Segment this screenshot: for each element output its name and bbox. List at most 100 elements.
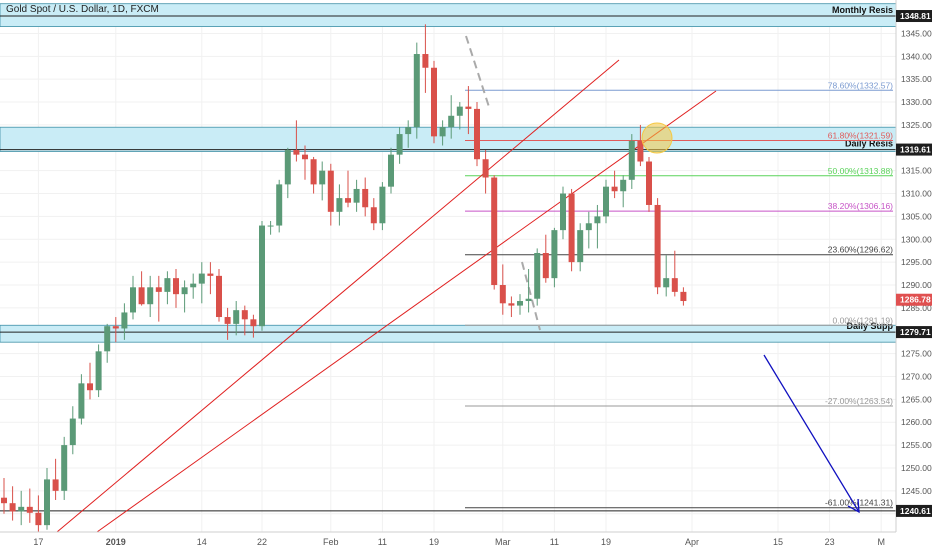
current-price-label: 1286.78 xyxy=(900,295,931,305)
candle-body xyxy=(508,303,515,306)
candle-body xyxy=(637,140,644,162)
candles xyxy=(1,24,687,532)
current-price-tag xyxy=(896,293,932,306)
candle-body xyxy=(9,503,16,512)
candle-body xyxy=(52,479,59,491)
candle-body xyxy=(69,418,76,446)
time-tick-label: 23 xyxy=(825,537,835,547)
candle-body xyxy=(147,287,154,305)
time-axis-bg xyxy=(0,532,932,550)
price-tick-label: 1325.00 xyxy=(901,120,932,130)
candle-body xyxy=(439,127,446,137)
time-tick-label: 19 xyxy=(601,537,611,547)
candle-body xyxy=(456,106,463,116)
candle-body xyxy=(448,115,455,128)
price-tick-label: 1245.00 xyxy=(901,486,932,496)
annotations xyxy=(641,122,860,514)
chart-title: Gold Spot / U.S. Dollar, 1D, FXCM xyxy=(6,4,159,15)
candle-body xyxy=(259,225,265,327)
price-level-tag xyxy=(896,10,932,23)
fib-label: -61.00%(1241.31) xyxy=(825,498,893,508)
candle-body xyxy=(396,134,403,155)
highlight-circle xyxy=(641,122,673,154)
fibonacci-levels: 78.60%(1332.57) 61.80%(1321.59) 50.00%(131… xyxy=(465,80,893,509)
candle-body xyxy=(121,312,128,329)
grid-lines xyxy=(0,6,896,532)
price-tick-label: 1265.00 xyxy=(901,394,932,404)
projection-path xyxy=(465,35,491,111)
candle-body xyxy=(654,204,661,288)
fib-label: 23.60%(1296.62) xyxy=(828,245,893,255)
candle-body xyxy=(216,275,222,318)
level-label: Daily Resis xyxy=(845,139,893,149)
trend-line-lower xyxy=(96,90,717,533)
time-tick-label: 11 xyxy=(550,537,559,547)
candle-body xyxy=(267,225,274,227)
price-tick-label: 1275.00 xyxy=(901,349,932,359)
candle-body xyxy=(78,383,85,419)
price-tick-label: 1255.00 xyxy=(901,440,932,450)
candle-body xyxy=(241,310,248,320)
candle-body xyxy=(620,179,627,192)
candle-body xyxy=(198,273,205,284)
candle-body xyxy=(26,506,33,513)
candle-body xyxy=(276,184,283,226)
time-axis: 17 2019 14 22 Feb 11 19 Mar 11 19 Apr 15 23 M xyxy=(0,531,932,550)
projection-path xyxy=(521,261,541,331)
candle-body xyxy=(517,301,523,306)
candle-body xyxy=(499,285,506,304)
price-tick-label: 1335.00 xyxy=(901,74,932,84)
candle-body xyxy=(164,278,171,292)
candle-body xyxy=(611,186,618,192)
price-tick-label: 1330.00 xyxy=(901,97,932,107)
fib-label: -27.00%(1263.54) xyxy=(825,396,893,406)
time-tick-label: 14 xyxy=(197,537,207,547)
time-tick-label: 17 xyxy=(33,537,43,547)
candle-body xyxy=(155,287,162,292)
candle-body xyxy=(568,193,575,263)
price-level-tag-label: 1279.71 xyxy=(900,327,931,337)
candle-body xyxy=(577,230,584,263)
candle-body xyxy=(422,54,429,68)
trend-lines xyxy=(56,35,717,533)
price-tick-label: 1345.00 xyxy=(901,28,932,38)
candle-body xyxy=(284,150,291,185)
candle-body xyxy=(112,326,119,329)
level-label: Daily Supp xyxy=(846,321,893,331)
candle-body xyxy=(525,298,532,302)
time-tick-label: M xyxy=(877,537,885,547)
price-zone xyxy=(0,126,897,152)
candle-body xyxy=(224,317,231,324)
candle-body xyxy=(327,170,334,212)
price-tick-label: 1250.00 xyxy=(901,463,932,473)
candle-body xyxy=(35,512,42,526)
price-tick-label: 1270.00 xyxy=(901,371,932,381)
candle-body xyxy=(207,273,214,276)
candle-body xyxy=(138,287,145,305)
price-level-tag-label: 1319.61 xyxy=(900,145,931,155)
candle-body xyxy=(542,252,549,279)
candle-body xyxy=(431,67,437,137)
candle-body xyxy=(362,188,369,208)
price-level-tag-label: 1240.61 xyxy=(900,506,931,516)
fib-label: 61.80%(1321.59) xyxy=(828,131,893,141)
candle-body xyxy=(491,177,498,286)
candle-body xyxy=(345,198,351,203)
horizontal-levels: Monthly Resis Daily Resis Daily Supp xyxy=(0,5,896,512)
candle-body xyxy=(388,154,394,187)
candle-body xyxy=(680,291,687,302)
arrow-head xyxy=(847,498,860,514)
price-level-tag xyxy=(896,143,932,156)
candle-body xyxy=(353,188,360,203)
candle-body xyxy=(482,159,489,178)
candle-body xyxy=(319,170,326,185)
time-tick-label: 2019 xyxy=(106,537,126,547)
candle-body xyxy=(628,140,635,180)
level-label: Monthly Resis xyxy=(832,5,893,15)
candle-body xyxy=(585,223,592,231)
price-tick-label: 1315.00 xyxy=(901,166,932,176)
candle-body xyxy=(379,186,386,224)
candle-body xyxy=(181,287,188,295)
